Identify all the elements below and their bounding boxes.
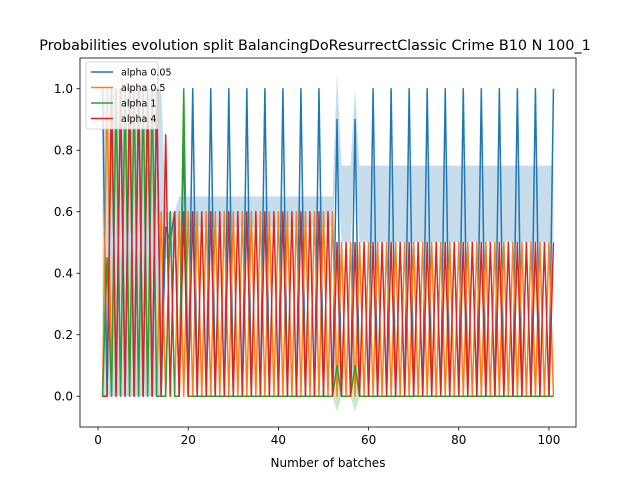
- x-axis-label: Number of batches: [271, 456, 386, 470]
- y-tick-label: 0.8: [54, 143, 73, 157]
- line-alpha-4: [102, 88, 555, 397]
- band-alpha-1: [332, 319, 360, 412]
- x-axis: 0 20 40 60 80 100: [94, 427, 560, 447]
- y-tick-label: 0.4: [54, 266, 73, 280]
- x-tick-label: 0: [94, 433, 102, 447]
- legend-label-alpha-0-5: alpha 0.5: [121, 83, 165, 94]
- x-tick-label: 60: [361, 433, 376, 447]
- legend-label-alpha-4: alpha 4: [121, 114, 156, 125]
- x-tick-label: 40: [271, 433, 286, 447]
- x-tick-label: 20: [181, 433, 196, 447]
- legend: alpha 0.05 alpha 0.5 alpha 1 alpha 4: [85, 61, 172, 130]
- legend-label-alpha-0-05: alpha 0.05: [121, 68, 172, 79]
- series-lines: [101, 88, 555, 397]
- chart-title: Probabilities evolution split BalancingD…: [39, 38, 591, 54]
- y-tick-label: 0.0: [54, 389, 73, 403]
- x-tick-label: 80: [451, 433, 466, 447]
- plot-frame: [79, 57, 577, 428]
- legend-label-alpha-1: alpha 1: [121, 99, 156, 110]
- y-axis: 0.0 0.2 0.4 0.6 0.8 1.0: [54, 82, 80, 403]
- x-tick-label: 100: [537, 433, 560, 447]
- y-tick-label: 1.0: [54, 82, 73, 96]
- line-alpha-1: [101, 88, 554, 397]
- legend-box: [85, 61, 159, 130]
- y-tick-label: 0.2: [54, 328, 73, 342]
- y-tick-label: 0.6: [54, 205, 73, 219]
